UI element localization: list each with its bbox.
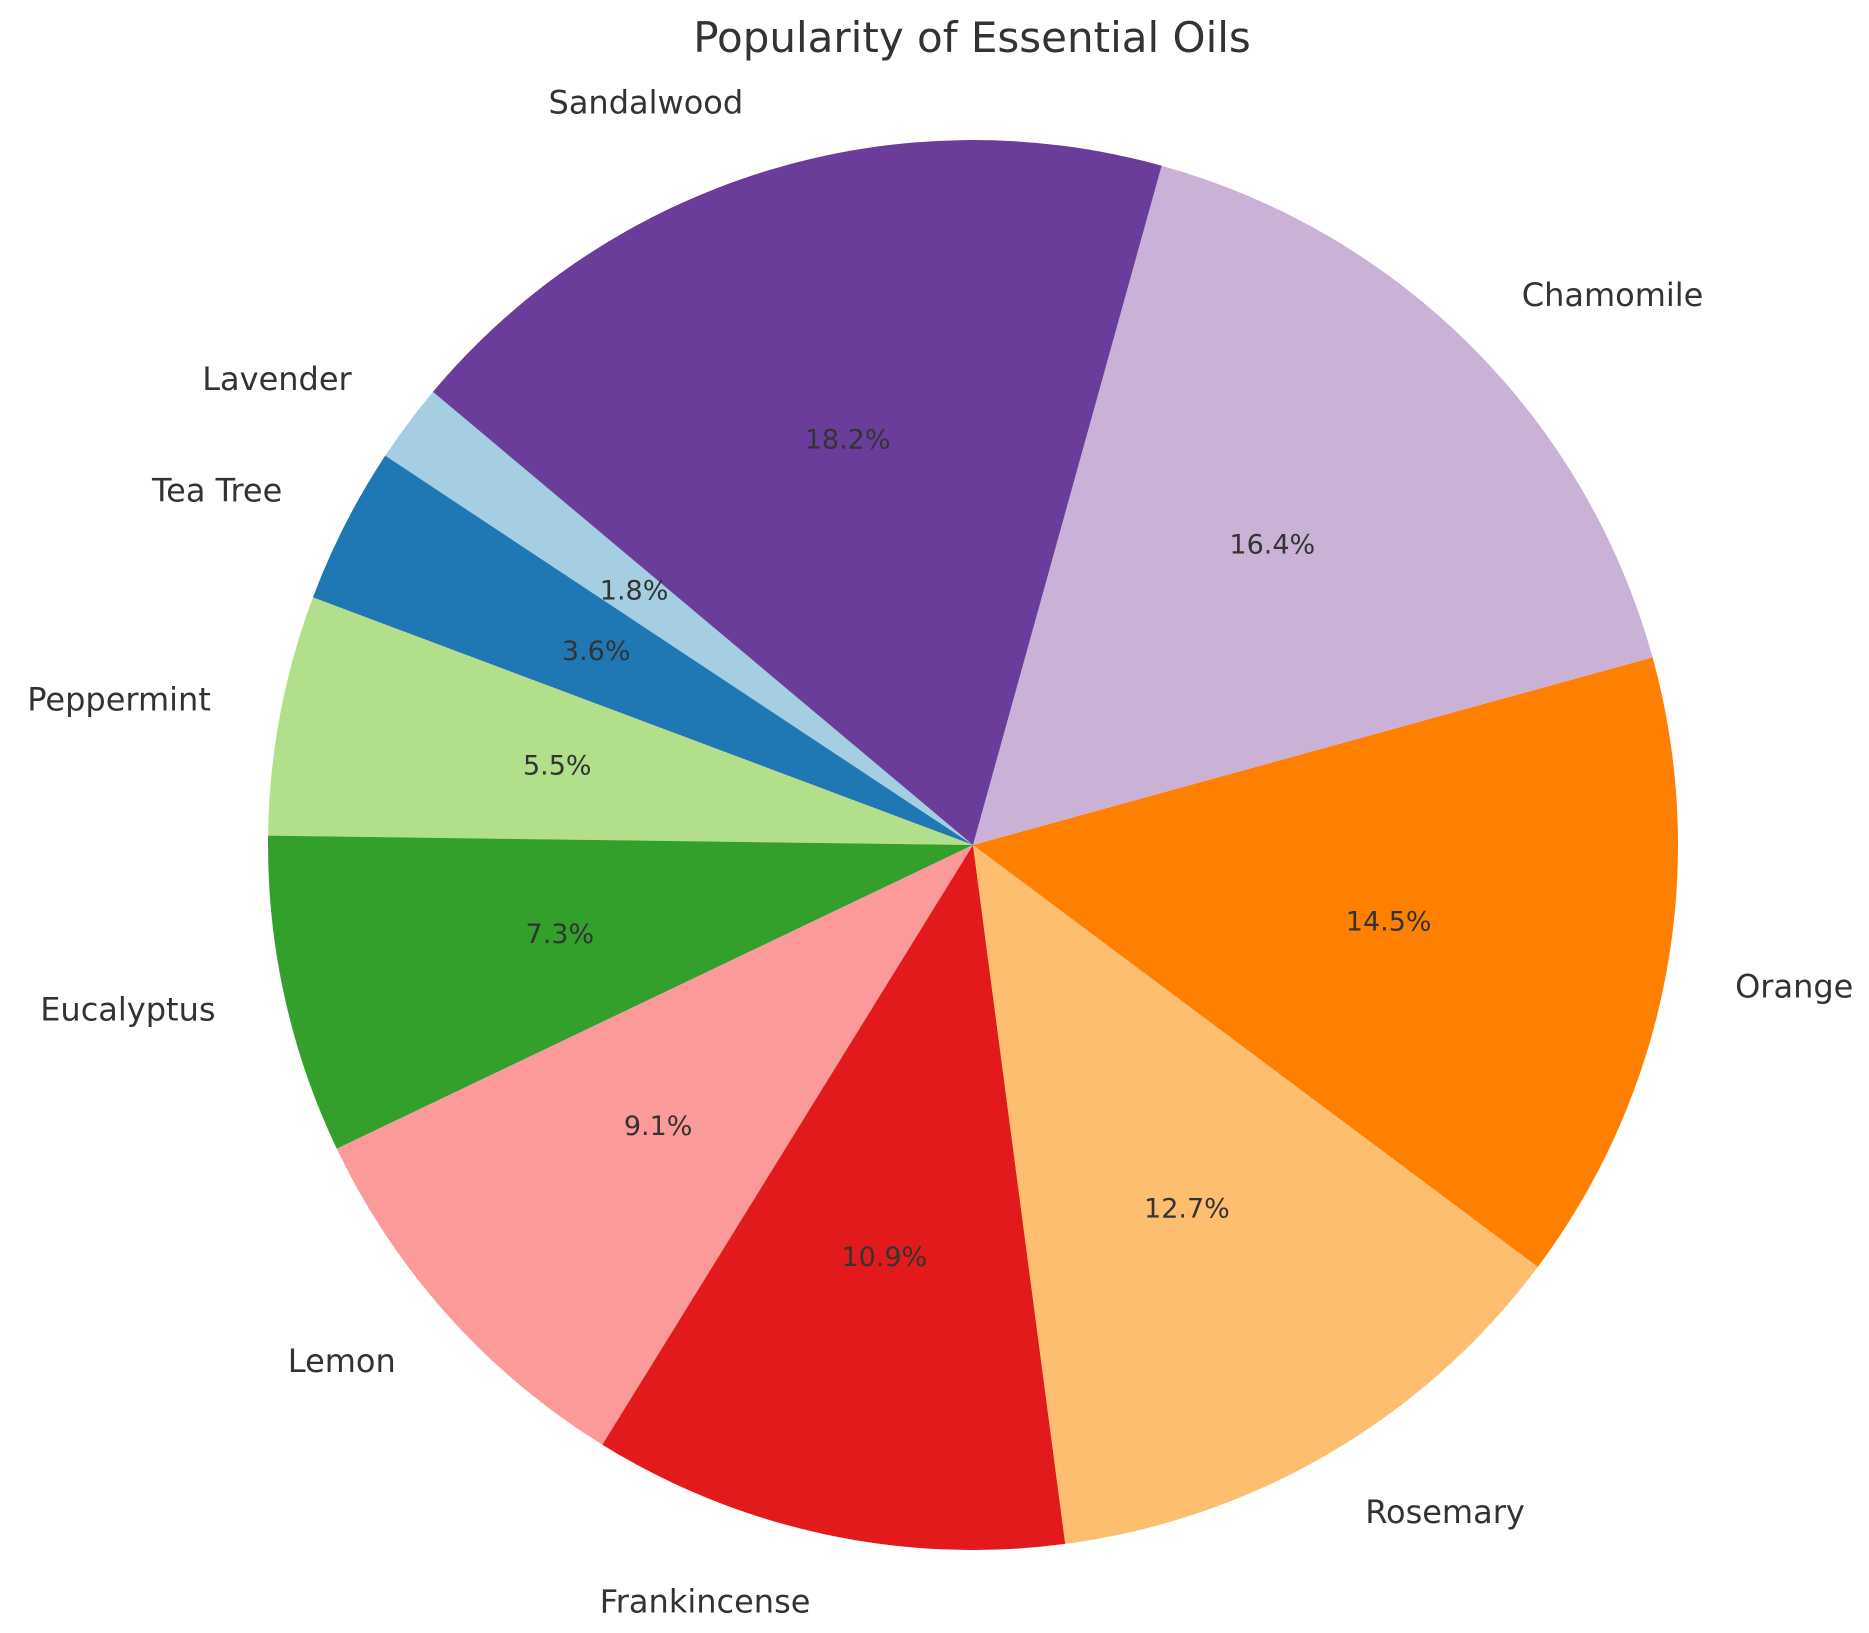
pie-slices [268,140,1678,1551]
pie-slice-orange [973,657,1678,1267]
pct-label-frankincense: 10.9% [841,1242,927,1273]
pct-label-lavender: 1.8% [600,575,669,606]
slice-label-orange: Orange [1735,967,1853,1005]
pct-label-eucalyptus: 7.3% [526,919,595,950]
pie-slice-peppermint [268,597,973,845]
pie-slice-sandalwood [432,140,1162,846]
pct-label-rosemary: 12.7% [1144,1193,1230,1224]
pct-label-sandalwood: 18.2% [805,425,891,456]
slice-label-frankincense: Frankincense [600,1582,811,1620]
pct-label-orange: 14.5% [1346,907,1432,938]
pct-label-lemon: 9.1% [624,1111,693,1142]
pie-slice-frankincense [602,845,1066,1551]
pct-label-tea-tree: 3.6% [562,636,631,667]
slice-label-chamomile: Chamomile [1522,276,1704,314]
pie-slice-lemon [336,845,974,1445]
slice-label-eucalyptus: Eucalyptus [40,990,215,1028]
slice-label-lemon: Lemon [288,1342,396,1380]
pie-slice-lavender [385,391,974,845]
slice-label-lavender: Lavender [202,360,352,398]
percentage-labels: 1.8% 3.6% 5.5% 7.3% 9.1% 10.9% 12.7% 14.5% 16.4%… [523,425,1432,1274]
pie-slice-rosemary [973,845,1538,1544]
slice-label-tea-tree: Tea Tree [151,471,282,509]
pie-slice-chamomile [973,165,1653,846]
slice-label-sandalwood: Sandalwood [549,83,744,121]
slice-labels: Lavender Tea Tree Peppermint Eucalyptus Lemo… [27,83,1853,1620]
slice-label-peppermint: Peppermint [27,681,211,719]
pie-slice-tea-tree [312,455,973,845]
chart-title: Popularity of Essential Oils [693,13,1251,62]
pct-label-peppermint: 5.5% [523,750,592,781]
slice-label-rosemary: Rosemary [1365,1493,1525,1531]
pie-slice-eucalyptus [268,835,973,1149]
pct-label-chamomile: 16.4% [1229,530,1315,561]
